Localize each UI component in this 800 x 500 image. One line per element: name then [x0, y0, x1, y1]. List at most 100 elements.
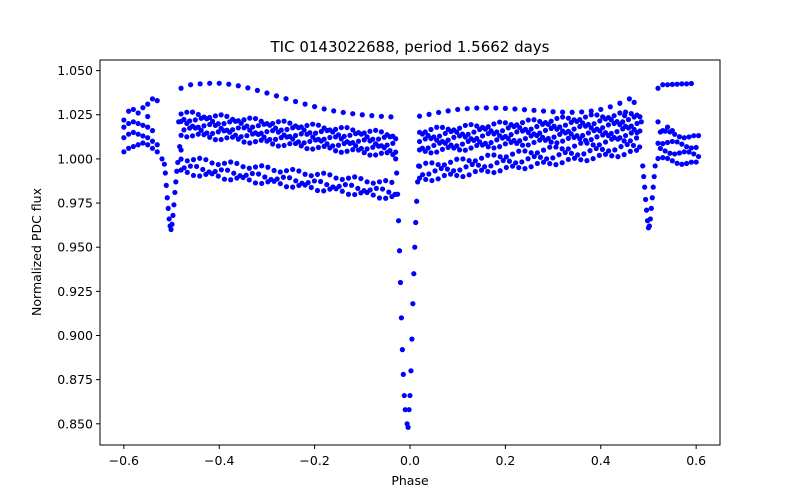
data-point: [192, 117, 198, 123]
data-point: [472, 158, 478, 164]
data-point: [528, 126, 534, 132]
data-point: [287, 120, 293, 126]
data-point: [693, 144, 699, 151]
data-point: [597, 118, 603, 124]
data-point: [264, 120, 270, 127]
data-point: [548, 139, 554, 145]
data-point: [503, 154, 509, 160]
data-point: [399, 347, 405, 353]
data-point: [649, 195, 655, 201]
data-point: [547, 161, 553, 167]
data-point: [281, 118, 287, 124]
data-point: [580, 132, 586, 139]
data-point: [502, 105, 508, 111]
data-point: [662, 148, 668, 154]
data-point: [373, 185, 379, 191]
data-point: [693, 159, 699, 165]
data-point: [126, 145, 132, 151]
data-point: [321, 106, 327, 112]
data-point: [278, 127, 284, 133]
data-point: [428, 150, 434, 156]
data-point: [439, 146, 446, 152]
data-point: [386, 189, 392, 195]
data-point: [441, 172, 447, 179]
data-point: [241, 117, 247, 123]
data-point: [298, 131, 304, 137]
data-point: [688, 80, 694, 87]
data-point: [350, 147, 356, 153]
data-point: [474, 105, 480, 111]
data-point: [634, 112, 640, 118]
data-point: [394, 170, 400, 176]
data-point: [628, 123, 634, 129]
data-point: [209, 160, 215, 166]
data-point: [513, 160, 519, 166]
data-point: [292, 123, 299, 129]
data-point: [648, 205, 654, 211]
data-point: [121, 149, 127, 155]
data-point: [396, 248, 403, 254]
data-point: [188, 82, 194, 88]
data-point: [560, 138, 566, 144]
data-point: [519, 120, 526, 126]
data-point: [245, 85, 251, 91]
data-point: [655, 85, 661, 91]
data-point: [676, 134, 683, 140]
data-point: [335, 132, 342, 138]
data-point: [135, 120, 141, 127]
data-point: [565, 128, 571, 134]
data-point: [628, 111, 634, 117]
data-point: [581, 151, 587, 157]
data-point: [664, 155, 671, 162]
data-point: [681, 149, 687, 155]
data-point: [471, 129, 477, 135]
data-point: [393, 149, 399, 155]
data-point: [350, 140, 356, 146]
data-point: [333, 148, 339, 154]
data-point: [383, 195, 389, 201]
x-tick-label: 0.4: [591, 453, 611, 468]
data-point: [200, 166, 206, 173]
data-point: [436, 133, 443, 139]
data-point: [181, 116, 187, 123]
data-point: [550, 109, 556, 115]
data-point: [565, 135, 571, 141]
data-point: [618, 144, 624, 150]
data-point: [321, 170, 327, 176]
data-point: [283, 184, 290, 190]
data-point: [178, 132, 184, 138]
data-point: [508, 132, 514, 138]
data-point: [464, 105, 470, 112]
data-point: [178, 111, 184, 117]
data-point: [247, 115, 253, 121]
data-point: [302, 101, 308, 107]
data-point: [271, 167, 277, 174]
data-point: [384, 132, 390, 138]
data-point: [691, 133, 697, 139]
data-point: [642, 184, 648, 190]
data-point: [265, 179, 271, 185]
data-point: [388, 114, 394, 120]
data-point: [672, 131, 678, 137]
data-point: [444, 166, 451, 172]
data-point: [414, 198, 420, 204]
data-point: [483, 105, 489, 111]
data-point: [620, 119, 626, 125]
data-point: [434, 137, 440, 143]
data-point: [373, 152, 379, 158]
data-point: [409, 336, 415, 342]
data-point: [560, 128, 566, 134]
data-point: [178, 156, 184, 162]
data-point: [522, 166, 528, 172]
data-point: [283, 96, 289, 102]
data-point: [207, 114, 213, 121]
data-point: [494, 129, 500, 135]
data-point: [669, 158, 675, 164]
data-point: [478, 155, 485, 161]
data-point: [560, 109, 566, 115]
data-point: [428, 126, 434, 133]
data-point: [577, 123, 583, 130]
data-point: [333, 186, 339, 192]
data-point: [273, 93, 280, 99]
data-point: [497, 119, 503, 125]
